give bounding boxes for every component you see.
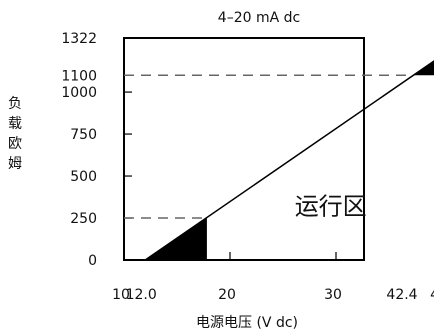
annotation-operating-zone: 运行区 <box>295 193 367 221</box>
y-axis-title-char-1: 载 <box>8 116 22 132</box>
x-tick-label-10: 10 <box>112 287 130 303</box>
chart-title: 4–20 mA dc <box>218 10 300 26</box>
y-tick-label-250: 250 <box>70 211 97 227</box>
x-minor-tick-label-0: 12.0 <box>126 287 157 303</box>
y-axis-title-char-2: 欧 <box>8 136 22 152</box>
y-tick-label-1322: 1322 <box>61 31 97 47</box>
y-tick-label-1100: 1100 <box>61 68 97 84</box>
y-axis-title-char-0: 负 <box>8 96 22 112</box>
y-tick-label-750: 750 <box>70 127 97 143</box>
shaded-region-1 <box>413 61 434 76</box>
x-tick-label-40: 40 <box>430 287 434 303</box>
x-tick-label-20: 20 <box>218 287 236 303</box>
y-tick-label-1000: 1000 <box>61 85 97 101</box>
x-minor-tick-label-1: 42.4 <box>386 287 417 303</box>
y-tick-label-500: 500 <box>70 169 97 185</box>
x-axis-title: 电源电压 (V dc) <box>196 315 298 331</box>
y-axis-title-char-3: 姆 <box>8 156 22 172</box>
y-tick-label-0: 0 <box>88 253 97 269</box>
series-line <box>144 60 434 261</box>
plot-area <box>123 37 365 261</box>
x-tick-label-30: 30 <box>324 287 342 303</box>
